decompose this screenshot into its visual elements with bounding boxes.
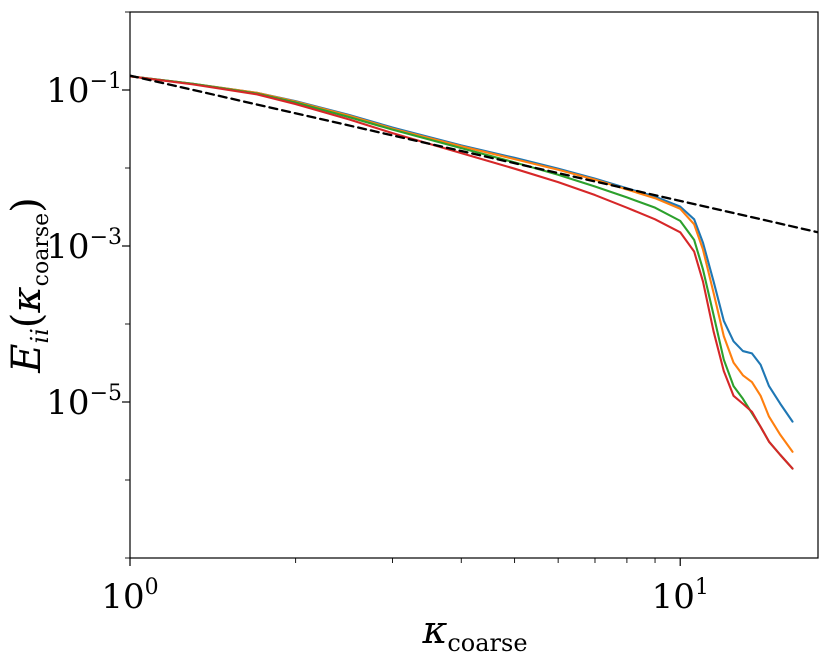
x-axis-label-base: κ xyxy=(421,608,447,652)
y-tick-label-exp-2: −3 xyxy=(90,225,122,250)
y-axis-label-kappa-subscript: coarse xyxy=(29,213,54,287)
x-tick-label-exp-1: 0 xyxy=(145,575,159,600)
y-tick-label-base-2: 10 xyxy=(46,227,89,267)
y-tick-label-exp-3: −5 xyxy=(90,381,122,406)
y-axis-label-group: Eii(κcoarse) xyxy=(4,197,54,374)
x-axis-label: κcoarse xyxy=(421,608,527,656)
series-line-2 xyxy=(130,75,794,453)
y-axis-label-open-paren: ( xyxy=(4,313,50,329)
y-axis-label-subscript: ii xyxy=(26,328,54,343)
x-tick-label-exp-2: 1 xyxy=(695,575,709,600)
x-tick-label-1: 100 xyxy=(101,575,158,617)
y-axis-label-kappa: κ xyxy=(4,286,50,313)
y-tick-label-1: 10−1 xyxy=(46,69,122,111)
series-line-3 xyxy=(130,75,794,470)
y-axis-label-main: E xyxy=(4,344,50,374)
y-axis-label-close-paren: ) xyxy=(4,197,50,213)
y-tick-label-3: 10−5 xyxy=(46,381,122,423)
reference-dashed-line xyxy=(130,74,818,234)
plot-frame xyxy=(129,11,819,559)
x-tick-label-base-2: 10 xyxy=(652,577,695,617)
x-tick-label-base-1: 10 xyxy=(101,577,144,617)
y-tick-label-base-1: 10 xyxy=(46,71,89,111)
y-tick-label-2: 10−3 xyxy=(46,225,122,267)
series-line-4 xyxy=(130,75,794,470)
y-axis-label: Eii(κcoarse) xyxy=(4,197,54,374)
plot-layer xyxy=(130,74,818,470)
series-group xyxy=(130,74,818,470)
x-axis-label-subscript: coarse xyxy=(447,629,527,656)
x-tick-label-2: 101 xyxy=(652,575,709,617)
y-tick-label-exp-1: −1 xyxy=(90,69,122,94)
y-tick-label-base-3: 10 xyxy=(46,383,89,423)
